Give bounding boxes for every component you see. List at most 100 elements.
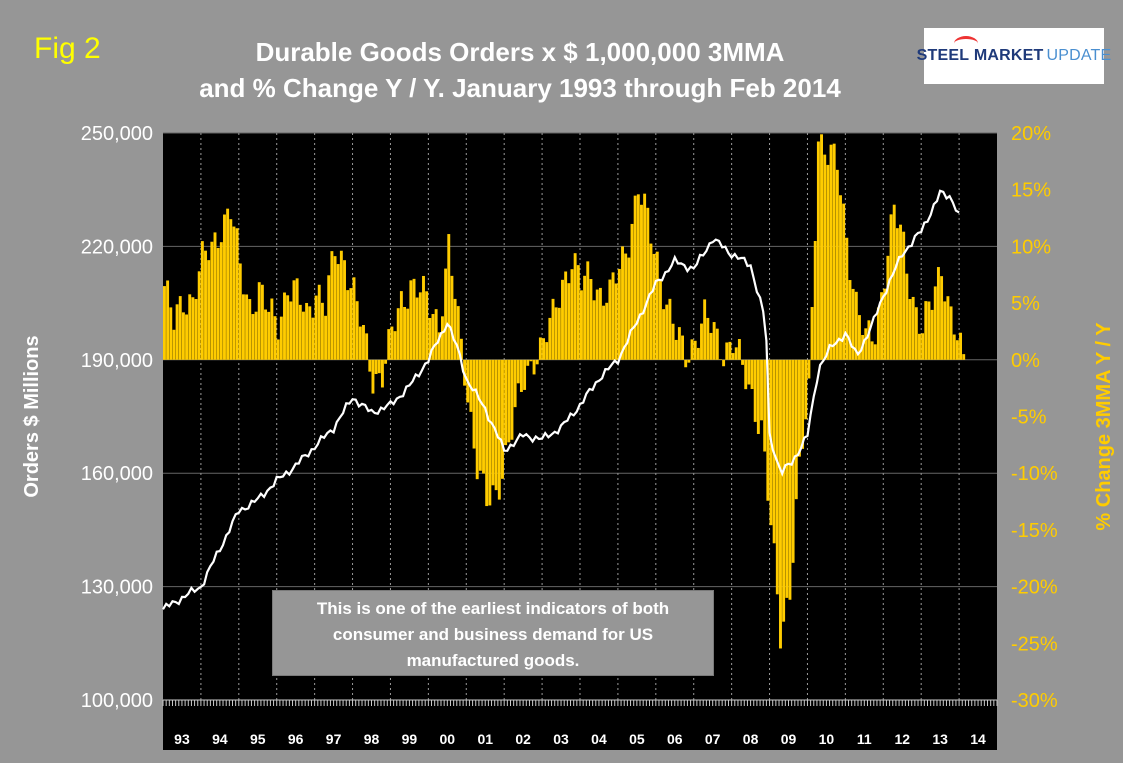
- bar: [627, 257, 631, 360]
- bar: [674, 339, 678, 360]
- bar: [700, 323, 703, 360]
- bar: [605, 302, 609, 360]
- bar: [573, 253, 577, 360]
- bar: [488, 359, 492, 506]
- bar: [210, 241, 214, 360]
- left-tick-label: 100,000: [81, 690, 153, 712]
- bar: [570, 269, 574, 360]
- bar: [813, 241, 817, 360]
- bar: [880, 292, 884, 360]
- x-tick-label: 05: [629, 731, 645, 747]
- left-tick-label: 160,000: [81, 463, 153, 485]
- bar: [169, 307, 173, 360]
- x-tick-label: 98: [364, 731, 380, 747]
- bar: [178, 296, 182, 360]
- bar: [842, 203, 846, 360]
- bar: [478, 359, 482, 471]
- bar: [858, 315, 861, 360]
- bar: [636, 194, 640, 360]
- bar: [526, 359, 530, 366]
- bar: [693, 340, 697, 360]
- right-tick-label: -5%: [1011, 407, 1047, 429]
- bar: [333, 256, 337, 360]
- bar: [317, 284, 321, 360]
- annotation-box: This is one of the earliest indicators o…: [272, 590, 714, 676]
- bar: [598, 287, 602, 360]
- bar: [797, 359, 801, 457]
- bar: [681, 335, 684, 360]
- bar: [377, 359, 381, 374]
- x-tick-label: 06: [667, 731, 683, 747]
- figure-label: Fig 2: [34, 32, 101, 65]
- bar: [358, 326, 362, 360]
- bar: [352, 277, 356, 360]
- bar: [832, 143, 836, 360]
- bar: [788, 359, 792, 600]
- bar: [586, 261, 590, 360]
- x-tick-label: 97: [326, 731, 342, 747]
- bar: [507, 359, 511, 443]
- bar: [595, 289, 599, 360]
- annotation-line-3: manufactured goods.: [406, 651, 580, 670]
- bar: [163, 286, 166, 360]
- bar: [459, 338, 463, 360]
- bar: [851, 288, 855, 360]
- right-tick-label: -20%: [1011, 577, 1058, 599]
- bar: [564, 271, 568, 360]
- logo-word-3: UPDATE: [1046, 47, 1112, 64]
- bar: [668, 298, 672, 360]
- bar: [403, 306, 406, 360]
- bar: [662, 309, 666, 360]
- bar: [602, 305, 606, 360]
- x-tick-label: 00: [440, 731, 456, 747]
- bar: [750, 359, 754, 390]
- bar: [823, 154, 827, 360]
- left-axis-title: Orders $ Millions: [21, 335, 43, 497]
- bar: [412, 278, 416, 360]
- bar: [801, 359, 805, 449]
- bar: [283, 292, 286, 360]
- bar: [213, 232, 217, 360]
- bar: [624, 253, 628, 360]
- bar: [709, 332, 713, 360]
- bar: [232, 226, 236, 360]
- bar: [589, 279, 593, 360]
- steel-market-update-logo: STEEL MARKET UPDATE: [917, 28, 1111, 84]
- bar: [962, 354, 966, 360]
- bar: [943, 301, 947, 360]
- bar: [712, 322, 716, 360]
- bar: [390, 326, 394, 360]
- bar: [447, 234, 451, 360]
- bar: [933, 286, 937, 360]
- right-tick-label: 5%: [1011, 293, 1040, 315]
- bar: [415, 297, 419, 360]
- x-tick-label: 95: [250, 731, 266, 747]
- bar: [949, 306, 953, 360]
- bar: [583, 275, 587, 360]
- bar: [166, 280, 170, 360]
- bar: [829, 144, 833, 360]
- bar: [434, 309, 438, 360]
- right-tick-label: 10%: [1011, 236, 1051, 258]
- x-tick-label: 07: [705, 731, 721, 747]
- bar: [918, 333, 921, 360]
- right-tick-label: -30%: [1011, 690, 1058, 712]
- x-tick-label: 14: [970, 731, 986, 747]
- bar: [295, 278, 299, 360]
- bar: [475, 359, 479, 480]
- right-tick-label: -25%: [1011, 633, 1058, 655]
- bar: [889, 214, 893, 360]
- bar: [523, 359, 527, 390]
- bar: [902, 231, 906, 360]
- bar: [396, 308, 400, 360]
- bar: [519, 359, 523, 392]
- bar: [608, 279, 612, 360]
- bar: [551, 298, 555, 360]
- bar: [747, 359, 751, 385]
- bar: [305, 302, 309, 360]
- bar: [327, 275, 331, 360]
- bar: [677, 327, 681, 360]
- bar: [273, 316, 277, 360]
- bar: [807, 359, 811, 379]
- bar: [873, 344, 877, 360]
